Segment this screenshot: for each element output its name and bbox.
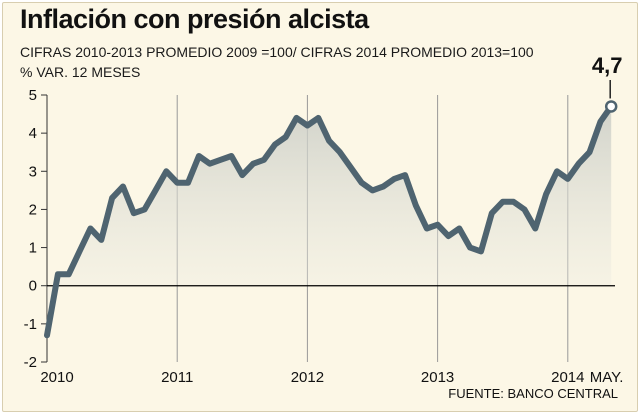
data-point: [56, 272, 60, 276]
x-tick-label: 2012: [291, 369, 324, 386]
data-point: [588, 150, 591, 154]
data-point: [208, 162, 212, 166]
data-point: [468, 246, 472, 250]
y-tick-label: 0: [29, 278, 37, 295]
y-tick-label: 2: [29, 201, 37, 218]
data-point: [132, 211, 136, 215]
data-point: [446, 234, 450, 238]
data-point: [501, 200, 505, 204]
data-point: [327, 139, 331, 143]
data-point: [555, 169, 559, 173]
data-point: [490, 211, 494, 215]
data-point: [99, 238, 103, 242]
data-point: [262, 158, 266, 162]
data-point: [349, 166, 353, 169]
y-axis-label: % VAR. 12 MESES: [20, 64, 141, 80]
data-point: [566, 177, 570, 181]
y-tick-label: -2: [24, 354, 37, 371]
data-point: [414, 204, 418, 208]
data-point: [381, 185, 385, 188]
last-value-label: 4,7: [592, 53, 623, 78]
data-point: [67, 272, 71, 276]
x-tick-label: 2010: [40, 369, 73, 386]
data-point: [175, 181, 179, 185]
data-point: [154, 188, 157, 192]
data-point: [512, 200, 515, 204]
data-point: [392, 177, 396, 181]
chart-title: Inflación con presión alcista: [20, 4, 369, 34]
data-point: [229, 154, 233, 158]
data-point: [305, 124, 309, 127]
data-point: [338, 150, 342, 154]
data-point: [45, 333, 49, 337]
data-point: [403, 173, 407, 177]
data-point: [316, 116, 320, 120]
x-tick-label: 2011: [161, 369, 193, 386]
chart-subtitle: CIFRAS 2010-2013 PROMEDIO 2009 =100/ CIF…: [20, 44, 534, 60]
data-point: [88, 227, 92, 230]
data-point: [121, 185, 125, 188]
data-point: [295, 116, 298, 120]
data-point: [436, 223, 440, 227]
y-tick-label: -1: [24, 316, 37, 333]
data-point: [219, 158, 223, 162]
data-point: [360, 181, 364, 185]
x-tick-label: 2014: [551, 369, 584, 386]
last-point-marker: [604, 100, 618, 113]
data-point: [598, 120, 602, 124]
data-point: [164, 169, 168, 173]
source-note: FUENTE: BANCO CENTRAL: [448, 386, 618, 401]
data-point: [533, 227, 537, 230]
x-tick-label: 2013: [421, 369, 454, 386]
data-point: [457, 227, 461, 230]
data-point: [197, 154, 201, 158]
series-area-fill: [47, 106, 612, 336]
y-tick-label: 1: [29, 240, 37, 257]
data-point: [143, 207, 147, 211]
data-point: [371, 188, 374, 192]
data-point: [251, 162, 255, 166]
data-point: [544, 192, 548, 196]
data-point: [479, 249, 483, 253]
data-point: [425, 227, 429, 230]
data-point: [522, 207, 526, 211]
data-point: [186, 181, 190, 185]
data-point: [577, 162, 581, 166]
data-point: [273, 143, 277, 147]
data-point: [78, 249, 81, 253]
last-month-label: MAY.: [590, 369, 624, 386]
y-tick-label: 5: [29, 87, 37, 104]
y-tick-label: 4: [29, 125, 37, 142]
data-point: [110, 196, 114, 200]
y-tick-label: 3: [29, 163, 37, 180]
data-point: [240, 173, 244, 177]
data-point: [284, 135, 288, 139]
